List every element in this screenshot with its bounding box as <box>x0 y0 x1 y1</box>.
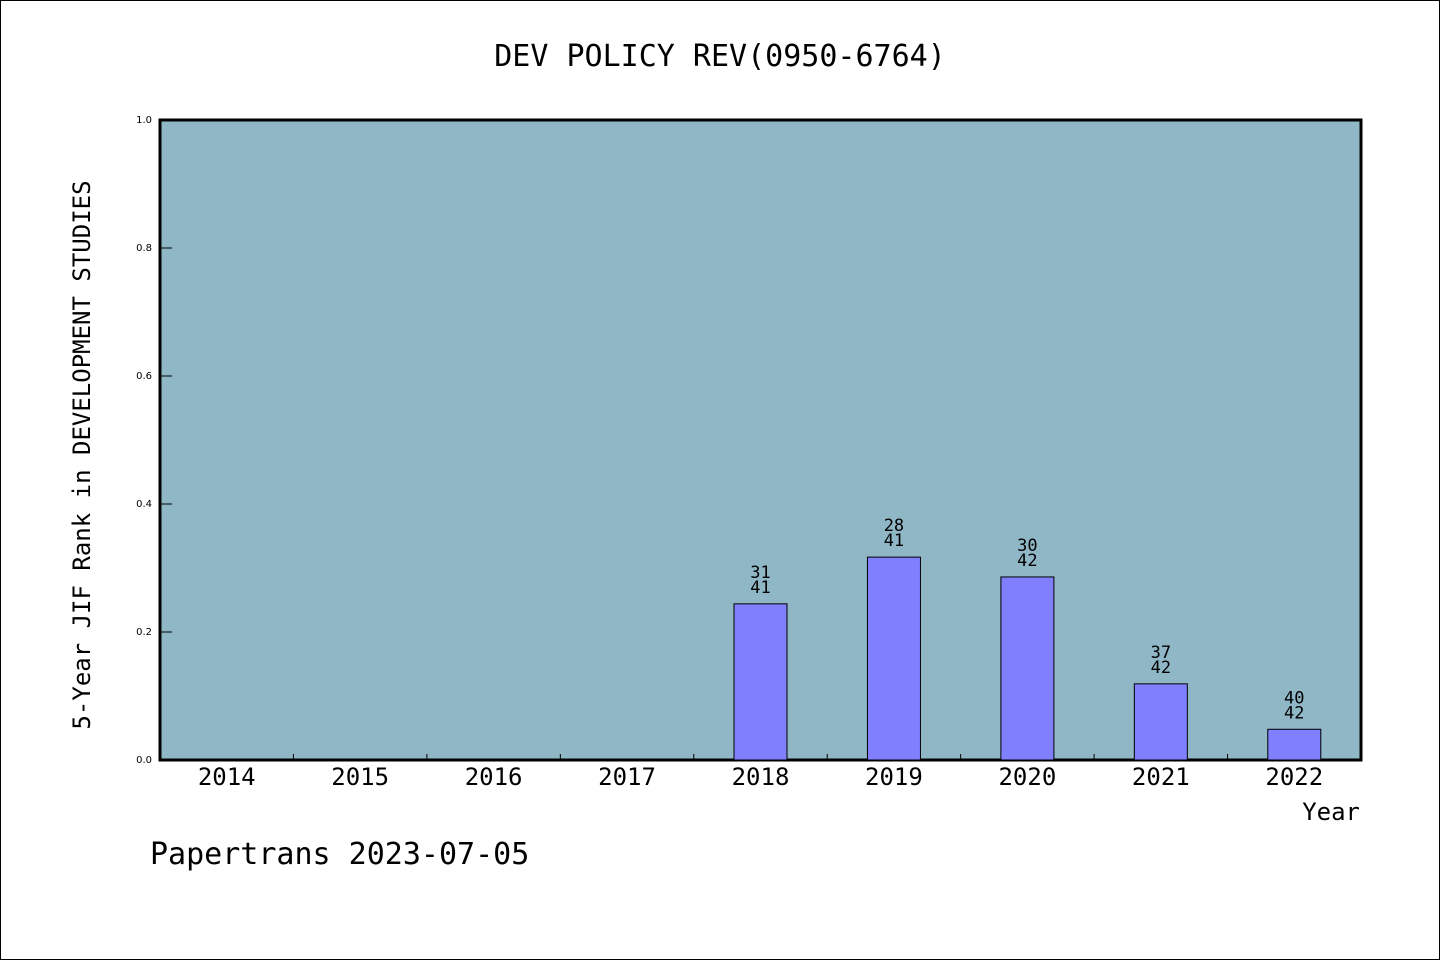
bar-rank-label: 30 <box>1017 536 1037 556</box>
bar-rank-label: 37 <box>1151 643 1171 663</box>
y-axis-label: 5-Year JIF Rank in DEVELOPMENT STUDIES <box>68 180 96 729</box>
bar-2020 <box>1000 576 1055 761</box>
bar-rank-label: 40 <box>1284 688 1304 708</box>
bar-2019 <box>866 556 921 761</box>
x-tick-label: 2017 <box>598 763 656 791</box>
y-tick-label: 0.6 <box>136 371 152 382</box>
x-tick-label: 2019 <box>865 763 923 791</box>
y-tick-label: 0.2 <box>136 627 152 638</box>
x-tick-label: 2022 <box>1265 763 1323 791</box>
x-tick-label: 2016 <box>465 763 523 791</box>
x-tick-label: 2020 <box>998 763 1056 791</box>
bar-rank-label: 31 <box>750 563 770 583</box>
bar-total-label: 42 <box>1284 703 1304 723</box>
bar-2022 <box>1267 728 1322 761</box>
chart-title: DEV POLICY REV(0950-6764) <box>494 39 946 74</box>
bar-total-label: 42 <box>1017 551 1037 571</box>
bar-2021 <box>1133 683 1188 761</box>
y-tick-label: 0.4 <box>136 499 152 510</box>
y-tick-label: 0.8 <box>136 243 152 254</box>
footer-watermark: Papertrans 2023-07-05 <box>150 837 529 872</box>
bar-rank-label: 28 <box>884 516 904 536</box>
y-tick-label: 1.0 <box>136 115 152 126</box>
x-axis-label: Year <box>1302 798 1360 826</box>
x-tick-label: 2018 <box>732 763 790 791</box>
bar-total-label: 41 <box>750 578 770 598</box>
x-tick-label: 2015 <box>331 763 389 791</box>
x-tick-label: 2014 <box>198 763 256 791</box>
bar-2018 <box>733 603 788 761</box>
y-tick-label: 0.0 <box>136 755 152 766</box>
bar-total-label: 42 <box>1151 658 1171 678</box>
bar-total-label: 41 <box>884 531 904 551</box>
x-tick-label: 2021 <box>1132 763 1190 791</box>
